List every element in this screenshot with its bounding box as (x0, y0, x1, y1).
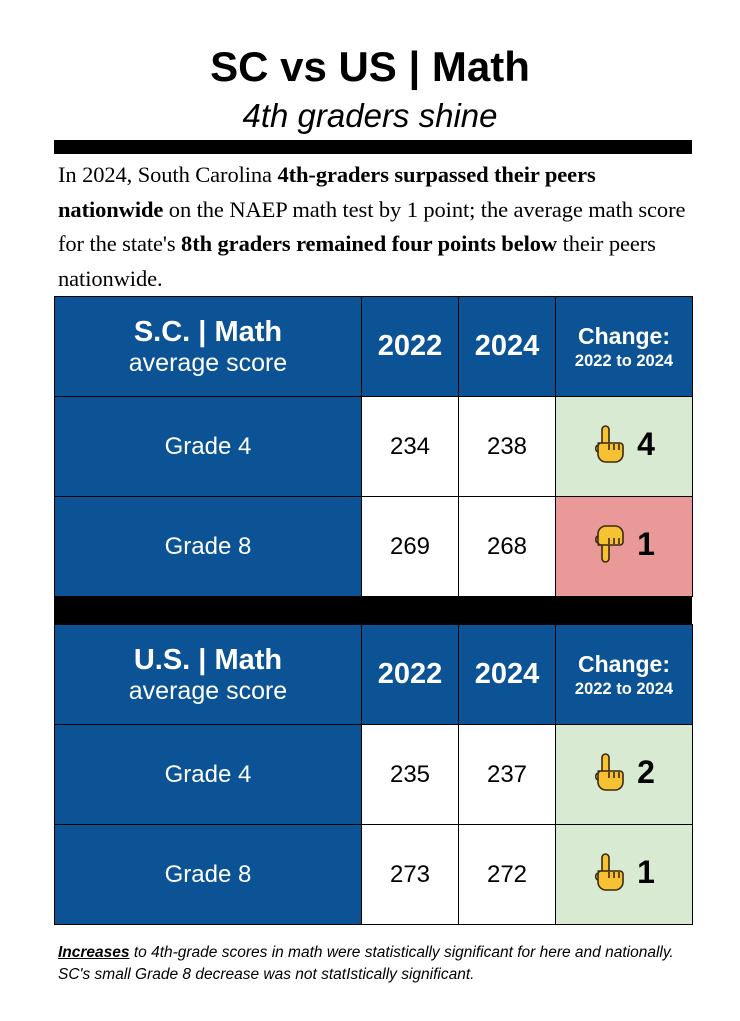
row-label: Grade 4 (54, 724, 362, 825)
us-header-2022: 2022 (361, 624, 459, 725)
us-table-subtitle: average score (128, 676, 288, 705)
intro-text-2: on the NAEP math test by 1 point; the av… (58, 196, 686, 257)
sc-header-label: S.C. | Math average score (54, 296, 362, 397)
score-2022: 269 (361, 496, 459, 597)
intro-text-1: In 2024, South Carolina (58, 162, 278, 187)
table-row: Grade 4 234 238 4 (54, 396, 693, 497)
change-value: 2 (637, 753, 655, 790)
pointing-down-hand-icon (595, 525, 624, 563)
row-label: Grade 4 (54, 396, 362, 497)
score-2024: 238 (458, 396, 556, 497)
us-table-title: U.S. | Math (133, 643, 283, 676)
sc-table-title: S.C. | Math (133, 315, 283, 348)
us-change-title: Change: (578, 650, 670, 677)
page-subtitle: 4th graders shine (242, 97, 498, 134)
sc-change-subtitle: 2022 to 2024 (574, 351, 674, 370)
change-cell: 1 (555, 824, 693, 925)
intro-bold-2: 8th graders remained four points below (181, 231, 558, 256)
table-row: Grade 4 235 237 2 (54, 724, 693, 825)
pointing-up-hand-icon (595, 853, 624, 891)
us-header-2024: 2024 (458, 624, 556, 725)
title-divider (54, 140, 692, 154)
table-row: Grade 8 273 272 1 (54, 824, 693, 925)
intro-bold-1: 4th-graders surpassed their peers nation… (58, 162, 596, 222)
table-separator (54, 596, 692, 624)
sc-header-2022: 2022 (361, 296, 459, 397)
change-value: 4 (637, 425, 655, 462)
sc-table-subtitle: average score (128, 348, 288, 377)
sc-header-row: S.C. | Math average score 2022 2024 Chan… (54, 296, 693, 397)
score-2022: 273 (361, 824, 459, 925)
sc-header-change: Change: 2022 to 2024 (555, 296, 693, 397)
pointing-up-hand-icon (595, 753, 624, 791)
intro-text-3: their peers nationwide. (58, 231, 656, 291)
score-2024: 237 (458, 724, 556, 825)
score-2022: 234 (361, 396, 459, 497)
change-cell: 1 (555, 496, 693, 597)
change-value: 1 (637, 525, 655, 562)
score-2024: 272 (458, 824, 556, 925)
us-header-label: U.S. | Math average score (54, 624, 362, 725)
score-2024: 268 (458, 496, 556, 597)
us-score-table: U.S. | Math average score 2022 2024 Chan… (54, 624, 693, 925)
page-title: SC vs US | Math (210, 43, 530, 90)
footnote-lead: Increases (58, 944, 130, 961)
footnote: Increases to 4th-grade scores in math we… (58, 942, 708, 986)
change-cell: 4 (555, 396, 693, 497)
table-row: Grade 8 269 268 1 (54, 496, 693, 597)
sc-score-table: S.C. | Math average score 2022 2024 Chan… (54, 296, 693, 597)
change-cell: 2 (555, 724, 693, 825)
change-value: 1 (637, 853, 655, 890)
us-header-row: U.S. | Math average score 2022 2024 Chan… (54, 624, 693, 725)
score-2022: 235 (361, 724, 459, 825)
us-change-subtitle: 2022 to 2024 (574, 679, 674, 698)
intro-paragraph: In 2024, South Carolina 4th-graders surp… (58, 158, 698, 296)
sc-change-title: Change: (578, 322, 670, 349)
sc-header-2024: 2024 (458, 296, 556, 397)
us-header-change: Change: 2022 to 2024 (555, 624, 693, 725)
footnote-text: to 4th-grade scores in math were statist… (58, 944, 674, 983)
row-label: Grade 8 (54, 824, 362, 925)
row-label: Grade 8 (54, 496, 362, 597)
pointing-up-hand-icon (595, 425, 624, 463)
